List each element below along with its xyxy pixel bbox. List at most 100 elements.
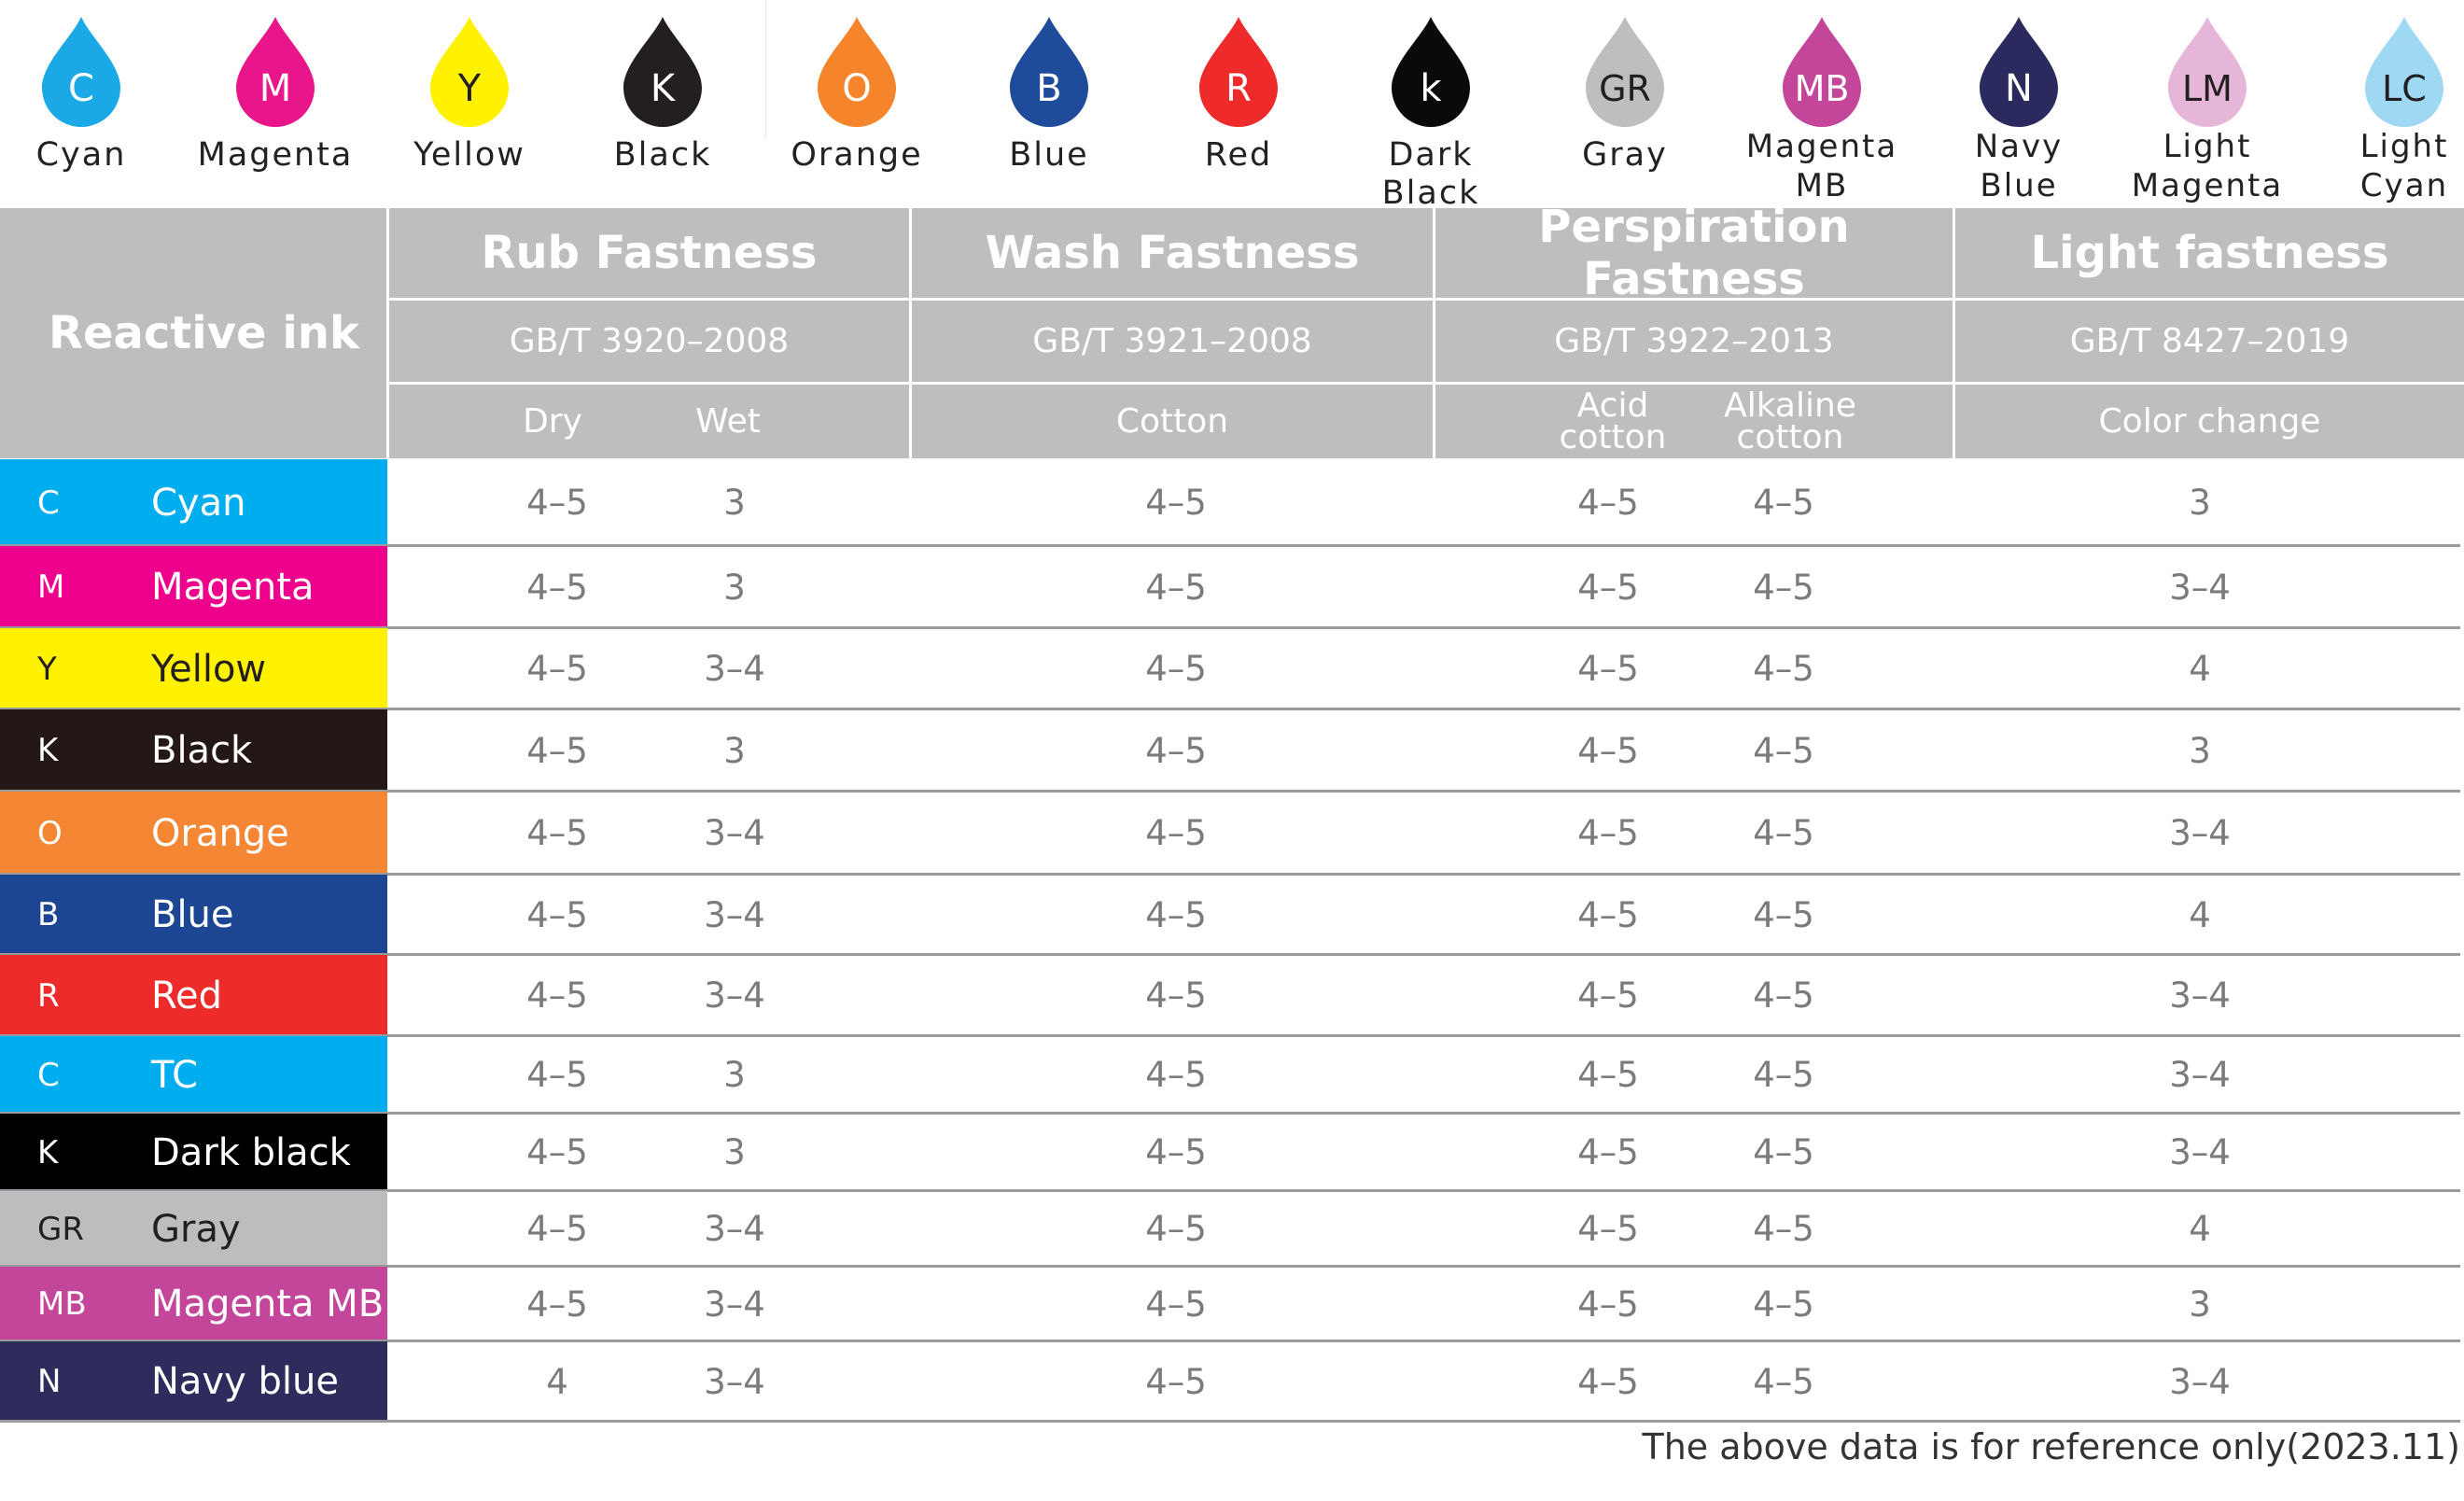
acid-cotton-value: 4–5: [1577, 1209, 1639, 1249]
ink-label-cell: B Blue: [0, 875, 387, 955]
header-divider: [1953, 208, 1955, 458]
perspiration-standard: GB/T 3922–2013: [1554, 322, 1834, 360]
row-divider: [0, 873, 2460, 876]
ink-code: C: [37, 1056, 60, 1094]
ink-drop-n: N Navy Blue: [1923, 0, 2115, 205]
ink-drop-icon: O: [818, 17, 896, 127]
cotton-value: 4–5: [1145, 567, 1207, 608]
ink-drop-icon: K: [623, 17, 702, 127]
cotton-value: 4–5: [1145, 1209, 1207, 1249]
cotton-value: 4–5: [1145, 1284, 1207, 1325]
color-change-value: 3: [2189, 1284, 2211, 1325]
ink-drop-letter: LM: [2182, 68, 2233, 109]
table-row: C Cyan 4–5 3 4–5 4–5 4–5 3: [0, 459, 2464, 547]
ink-drop-c: C Cyan: [0, 0, 177, 175]
cotton-value: 4–5: [1145, 894, 1207, 935]
ink-name: TC: [151, 1053, 199, 1097]
header-divider: [909, 208, 912, 458]
alkaline-cotton-value: 4–5: [1753, 975, 1814, 1016]
row-divider: [0, 1340, 2460, 1342]
dry-value: 4–5: [526, 975, 588, 1016]
row-divider: [0, 1034, 2460, 1037]
ink-drop-icon: k: [1392, 17, 1470, 127]
ink-code: B: [37, 896, 60, 933]
ink-label-cell: K Black: [0, 709, 387, 792]
wet-value: 3: [723, 1055, 746, 1095]
ink-name: Navy blue: [151, 1360, 339, 1403]
ink-label-cell: MB Magenta MB: [0, 1267, 387, 1341]
dry-value: 4–5: [526, 1055, 588, 1095]
cotton-value: 4–5: [1145, 813, 1207, 853]
acid-cotton-value: 4–5: [1577, 483, 1639, 523]
ink-drop-icon: MB: [1783, 17, 1861, 127]
ink-name: Yellow: [151, 647, 267, 691]
dry-value: 4–5: [526, 1132, 588, 1172]
ink-label-cell: N Navy blue: [0, 1341, 387, 1422]
ink-label-cell: C TC: [0, 1036, 387, 1114]
header-divider: [386, 208, 389, 458]
ink-drop-label: Blue: [1009, 136, 1089, 174]
ink-drop-label: Navy Blue: [1974, 128, 2064, 204]
acid-cotton-value: 4–5: [1577, 894, 1639, 935]
table-header: Reactive ink Rub Fastness Wash Fastness …: [0, 201, 2464, 458]
rub-standard: GB/T 3920–2008: [509, 322, 790, 360]
dry-value: 4–5: [526, 1209, 588, 1249]
table-row: K Black 4–5 3 4–5 4–5 4–5 3: [0, 709, 2464, 793]
header-divider: [389, 382, 2464, 385]
dry-value: 4–5: [526, 894, 588, 935]
alkaline-cotton-value: 4–5: [1753, 894, 1814, 935]
ink-drop-letter: GR: [1599, 68, 1651, 109]
cotton-value: 4–5: [1145, 975, 1207, 1016]
color-change-value: 3–4: [2169, 975, 2231, 1016]
ink-drop-icon: C: [42, 17, 120, 127]
ink-code: Y: [37, 650, 57, 688]
ink-drop-label: Yellow: [413, 136, 525, 174]
cotton-value: 4–5: [1145, 1132, 1207, 1172]
ink-drop-letter: C: [68, 67, 94, 110]
alkaline-cotton-value: 4–5: [1753, 483, 1814, 523]
dry-value: 4–5: [526, 1284, 588, 1325]
ink-label-cell: O Orange: [0, 792, 387, 875]
light-standard: GB/T 8427–2019: [2069, 322, 2350, 360]
row-divider: [0, 544, 2460, 547]
ink-name: Red: [151, 974, 222, 1017]
ink-code: R: [37, 976, 60, 1015]
rub-fastness-heading: Rub Fastness: [481, 227, 818, 279]
perspiration-fastness-heading: Perspiration Fastness: [1538, 201, 1850, 305]
ink-drop-m: M Magenta: [179, 0, 371, 175]
ink-code: MB: [37, 1285, 87, 1323]
row-divider: [0, 953, 2460, 956]
ink-label-cell: M Magenta: [0, 546, 387, 628]
ink-name: Dark black: [151, 1130, 351, 1174]
ink-drop-letter: N: [2005, 67, 2033, 110]
ink-drop-label: Magenta: [197, 136, 354, 174]
row-divider: [0, 1420, 2460, 1423]
ink-drop-icon: R: [1199, 17, 1278, 127]
ink-drop-label: Dark Black: [1381, 136, 1480, 212]
ink-drop-label: Light Cyan: [2359, 128, 2449, 204]
ink-label-cell: C Cyan: [0, 459, 387, 546]
cotton-subheading: Cotton: [1115, 401, 1229, 441]
cotton-value: 4–5: [1145, 730, 1207, 771]
color-change-value: 4: [2189, 894, 2211, 935]
ink-drop-letter: MB: [1795, 68, 1850, 109]
cotton-value: 4–5: [1145, 1361, 1207, 1402]
alkaline-cotton-value: 4–5: [1753, 1132, 1814, 1172]
color-change-value: 3–4: [2169, 567, 2231, 608]
ink-label-cell: R Red: [0, 955, 387, 1036]
wet-value: 3: [723, 483, 746, 523]
alkaline-cotton-value: 4–5: [1753, 1284, 1814, 1325]
wet-value: 3–4: [704, 1209, 765, 1249]
ink-drop-label: Black: [613, 136, 712, 174]
ink-drop-letter: O: [842, 67, 871, 110]
table-row: Y Yellow 4–5 3–4 4–5 4–5 4–5 4: [0, 628, 2464, 710]
ink-drop-letter: Y: [457, 67, 482, 110]
ink-drop-lm: LM Light Magenta: [2111, 0, 2303, 205]
cotton-value: 4–5: [1145, 649, 1207, 689]
wash-fastness-heading: Wash Fastness: [985, 227, 1360, 279]
ink-drop-b: B Blue: [953, 0, 1145, 175]
row-divider: [0, 626, 2460, 629]
alkaline-cotton-value: 4–5: [1753, 730, 1814, 771]
ink-name: Cyan: [151, 481, 246, 525]
ink-label-cell: Y Yellow: [0, 628, 387, 709]
